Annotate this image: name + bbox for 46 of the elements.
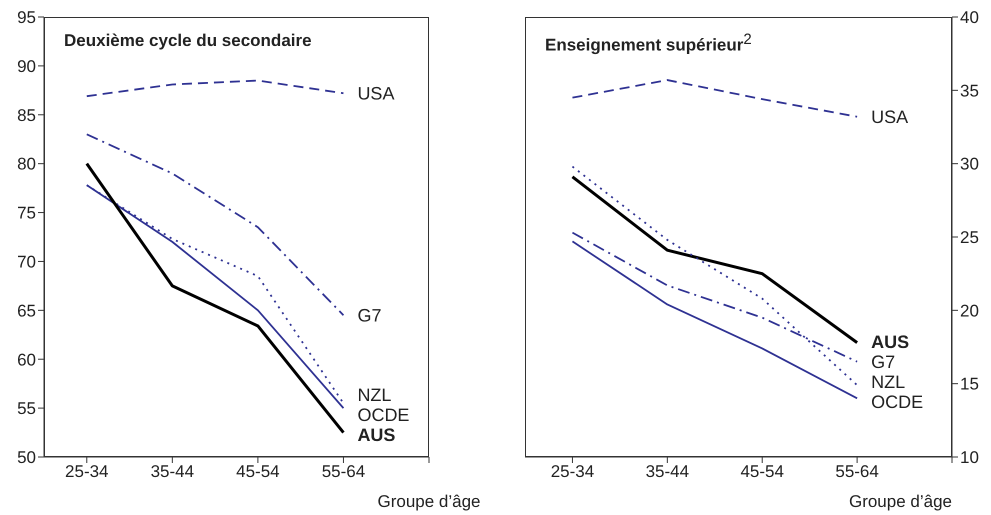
line-series <box>570 175 859 344</box>
series-label: G7 <box>357 306 382 326</box>
line-series <box>85 162 345 434</box>
series-label: G7 <box>871 352 896 372</box>
x-tick-label: 55-64 <box>322 462 366 482</box>
text: Enseignement supérieur$^{2}$ <box>545 31 752 56</box>
line-series <box>572 240 858 400</box>
y-tick-label: 75 <box>17 204 36 223</box>
y-tick-label: 65 <box>17 301 36 320</box>
y-tick-label: 35 <box>960 81 979 100</box>
series-label: NZL <box>357 384 392 405</box>
y-tick-label: 60 <box>17 350 36 370</box>
x-tick-label: 35-44 <box>150 462 194 482</box>
y-tick-label: 70 <box>17 252 36 272</box>
line-series <box>86 133 344 316</box>
y-tick-label: 20 <box>960 301 979 320</box>
series-label: OCDE <box>871 392 924 412</box>
x-tick-label: 25-34 <box>550 462 594 482</box>
x-tick-label: 35-44 <box>646 462 690 482</box>
x-tick-label: 45-54 <box>740 462 784 482</box>
series-label: USA <box>871 107 908 128</box>
x-tick-label: 45-54 <box>236 462 280 482</box>
y-tick-label: 50 <box>17 448 36 468</box>
y-tick-label: 30 <box>960 154 979 174</box>
series-label: AUS <box>871 332 910 352</box>
y-tick-label: 15 <box>960 374 979 394</box>
y-tick-label: 90 <box>17 56 36 76</box>
x-tick-label: 55-64 <box>835 462 879 482</box>
series-label: USA <box>357 84 394 104</box>
y-tick-label: 95 <box>17 8 36 28</box>
x-tick-label: 25-34 <box>65 462 109 482</box>
y-tick-label: 10 <box>960 448 979 468</box>
y-tick-label: 55 <box>17 399 36 418</box>
y-tick-label: 80 <box>17 154 36 174</box>
line-series <box>572 166 858 386</box>
line-series <box>572 79 858 118</box>
series-label: AUS <box>357 424 396 445</box>
series-label: NZL <box>871 372 906 392</box>
x-axis-title: Groupe d’âge <box>848 492 952 511</box>
y-tick-label: 85 <box>17 106 36 125</box>
line-series <box>86 80 344 98</box>
series-label: OCDE <box>357 404 410 425</box>
x-axis-title: Groupe d’âge <box>377 492 481 511</box>
y-tick-label: 25 <box>960 228 979 248</box>
y-tick-label: 40 <box>960 8 979 28</box>
text: Deuxième cycle du secondaire <box>64 31 312 51</box>
